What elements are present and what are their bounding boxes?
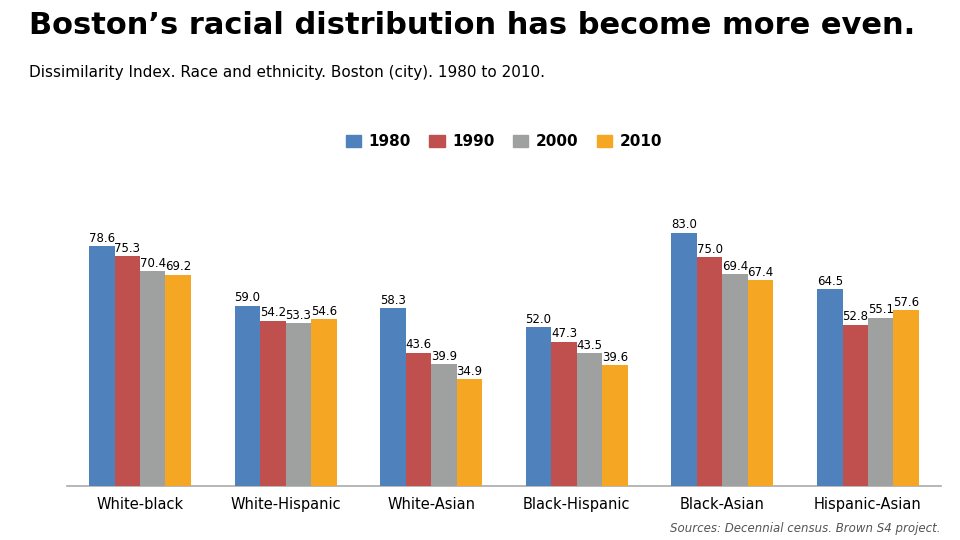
Bar	[748, 280, 774, 486]
Bar	[843, 325, 868, 486]
Bar	[380, 308, 406, 486]
Text: 54.6: 54.6	[311, 305, 337, 318]
Text: 53.3: 53.3	[285, 309, 311, 322]
Bar	[526, 327, 551, 486]
Text: 78.6: 78.6	[88, 232, 115, 245]
Text: 55.1: 55.1	[868, 303, 894, 316]
Bar	[165, 275, 191, 486]
Text: 69.2: 69.2	[165, 260, 191, 273]
Text: 70.4: 70.4	[139, 256, 166, 269]
Text: 34.9: 34.9	[456, 365, 483, 378]
Text: 67.4: 67.4	[748, 266, 774, 279]
Bar	[602, 365, 628, 486]
Bar	[285, 323, 311, 486]
Bar	[234, 306, 260, 486]
Bar	[431, 364, 457, 486]
Text: 58.3: 58.3	[380, 294, 406, 307]
Text: Boston’s racial distribution has become more even.: Boston’s racial distribution has become …	[29, 11, 915, 40]
Bar	[406, 353, 431, 486]
Text: 75.3: 75.3	[114, 241, 140, 255]
Text: 75.0: 75.0	[697, 242, 723, 255]
Text: 64.5: 64.5	[817, 275, 843, 288]
Text: 43.5: 43.5	[577, 339, 603, 352]
Bar	[457, 380, 482, 486]
Text: 47.3: 47.3	[551, 327, 577, 340]
Bar	[89, 246, 114, 486]
Bar	[722, 274, 748, 486]
Bar	[311, 319, 337, 486]
Text: 69.4: 69.4	[722, 260, 748, 273]
Bar	[114, 256, 140, 486]
Text: 59.0: 59.0	[234, 292, 260, 305]
Bar	[868, 318, 894, 486]
Text: 54.2: 54.2	[260, 306, 286, 319]
Bar	[671, 233, 697, 486]
Legend: 1980, 1990, 2000, 2010: 1980, 1990, 2000, 2010	[346, 134, 662, 149]
Text: 43.6: 43.6	[405, 339, 432, 352]
Text: 57.6: 57.6	[893, 296, 920, 309]
Text: 39.6: 39.6	[602, 350, 628, 363]
Text: 52.0: 52.0	[525, 313, 552, 326]
Bar	[551, 342, 577, 486]
Bar	[894, 310, 919, 486]
Bar	[817, 289, 843, 486]
Bar	[577, 353, 602, 486]
Bar	[140, 271, 165, 486]
Text: 52.8: 52.8	[842, 310, 868, 323]
Text: 83.0: 83.0	[671, 218, 697, 231]
Bar	[260, 321, 286, 486]
Text: 39.9: 39.9	[431, 350, 457, 363]
Bar	[697, 257, 722, 486]
Text: Sources: Decennial census. Brown S4 project.: Sources: Decennial census. Brown S4 proj…	[670, 522, 941, 535]
Text: Dissimilarity Index. Race and ethnicity. Boston (city). 1980 to 2010.: Dissimilarity Index. Race and ethnicity.…	[29, 65, 544, 80]
